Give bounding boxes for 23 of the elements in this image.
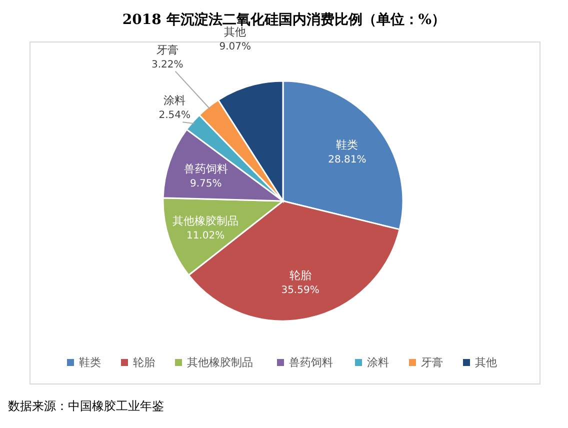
slice-label: 兽药饲料	[184, 162, 228, 176]
data-label: 35.59%	[281, 284, 320, 296]
legend-label: 其他橡胶制品	[187, 356, 253, 369]
legend-label: 鞋类	[79, 356, 101, 369]
slice-label: 鞋类	[336, 138, 358, 152]
legend-label: 轮胎	[133, 356, 155, 369]
legend-label: 其他	[475, 356, 497, 369]
legend-label: 牙膏	[421, 356, 443, 369]
slice-label: 牙膏	[156, 43, 178, 56]
data-label: 11.02%	[186, 230, 225, 242]
source-note: 数据来源：中国橡胶工业年鉴	[8, 399, 164, 413]
legend-label: 涂料	[367, 356, 389, 369]
slice-label: 其他	[224, 25, 246, 38]
data-label: 9.75%	[190, 178, 222, 190]
data-label: 28.81%	[328, 154, 366, 166]
slice-label: 轮胎	[289, 268, 312, 282]
data-label: 3.22%	[151, 59, 184, 70]
data-label: 9.07%	[219, 41, 251, 52]
slice-label: 涂料	[164, 94, 186, 108]
legend-label: 兽药饲料	[289, 356, 333, 369]
slice-label: 其他橡胶制品	[172, 214, 239, 228]
chart-title: 2018 年沉淀法二氧化硅国内消费比例（单位：%）	[122, 11, 446, 28]
data-label: 2.54%	[158, 110, 191, 122]
